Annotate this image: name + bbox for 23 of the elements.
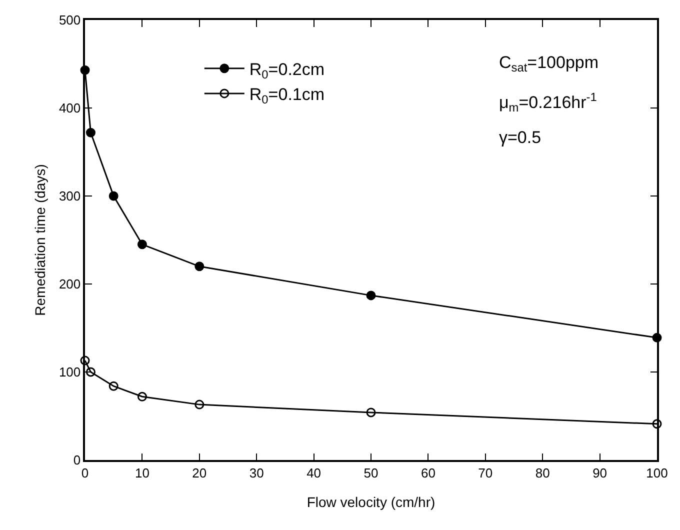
y-tick-label: 100 (58, 364, 81, 380)
x-tick-label: 100 (646, 465, 668, 480)
x-tick-label: 80 (535, 465, 550, 480)
y-tick-label: 400 (58, 100, 81, 116)
x-tick-label: 20 (192, 465, 207, 480)
x-tick-label: 90 (592, 465, 608, 480)
y-tick-label: 500 (58, 12, 81, 28)
annotation: γ=0.5 (499, 128, 542, 147)
x-tick-label: 50 (364, 465, 378, 480)
annotation: C$_{sat}$=100ppm (499, 53, 599, 75)
x-tick-label: 70 (478, 465, 493, 480)
x-tick-label: 40 (306, 465, 322, 480)
x-axis-title: Flow velocity (cm/hr) (306, 494, 436, 510)
x-tick-label: 10 (134, 465, 150, 480)
y-tick-label: 200 (58, 276, 81, 292)
x-tick-label: 60 (420, 465, 436, 480)
x-tick-label: 30 (249, 465, 264, 480)
legend-label: R$_{0}$=0.1cm (249, 85, 325, 107)
y-tick-label: 0 (73, 452, 81, 468)
y-tick-label: 300 (58, 188, 81, 204)
legend-label: R$_{0}$=0.2cm (249, 60, 325, 82)
annotation: μ$_{m}$=0.216hr$^{-1}$ (499, 90, 598, 115)
y-axis-title: Remediation time (days) (32, 164, 48, 316)
